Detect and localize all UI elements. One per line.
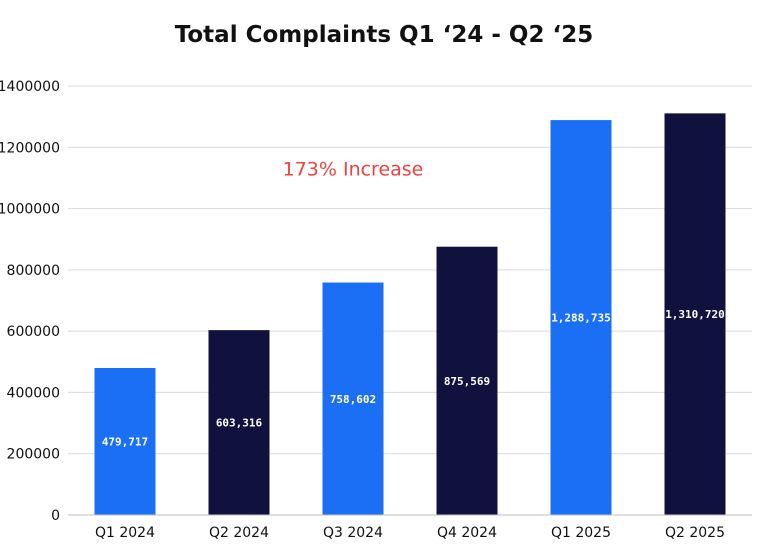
bar — [208, 330, 270, 515]
x-tick-label: Q2 2025 — [665, 525, 725, 541]
y-tick-label: 1200000 — [0, 140, 60, 156]
y-tick-label: 1400000 — [0, 79, 60, 95]
data-label: 875,569 — [444, 375, 490, 388]
y-tick-label: 200000 — [7, 447, 60, 463]
y-tick-label: 400000 — [7, 385, 60, 401]
x-tick-label: Q4 2024 — [437, 525, 497, 541]
x-tick-label: Q1 2024 — [95, 525, 155, 541]
bar — [94, 368, 156, 515]
data-label: 603,316 — [216, 417, 263, 430]
data-label: 479,717 — [102, 436, 148, 449]
bar — [436, 246, 498, 516]
data-label: 1,288,735 — [551, 312, 611, 325]
y-tick-label: 800000 — [7, 263, 60, 279]
bar — [664, 113, 726, 515]
x-tick-label: Q3 2024 — [323, 525, 383, 541]
x-tick-label: Q1 2025 — [551, 525, 611, 541]
bar — [550, 120, 612, 515]
y-tick-label: 1000000 — [0, 202, 60, 218]
x-tick-label: Q2 2024 — [209, 525, 269, 541]
y-tick-label: 600000 — [7, 324, 60, 340]
y-tick-label: 0 — [51, 508, 60, 524]
data-label: 1,310,720 — [665, 308, 725, 321]
chart-title: Total Complaints Q1 ‘24 - Q2 ‘25 — [174, 22, 594, 48]
increase-annotation: 173% Increase — [283, 159, 424, 181]
bar — [322, 282, 384, 515]
data-label: 758,602 — [330, 393, 376, 406]
